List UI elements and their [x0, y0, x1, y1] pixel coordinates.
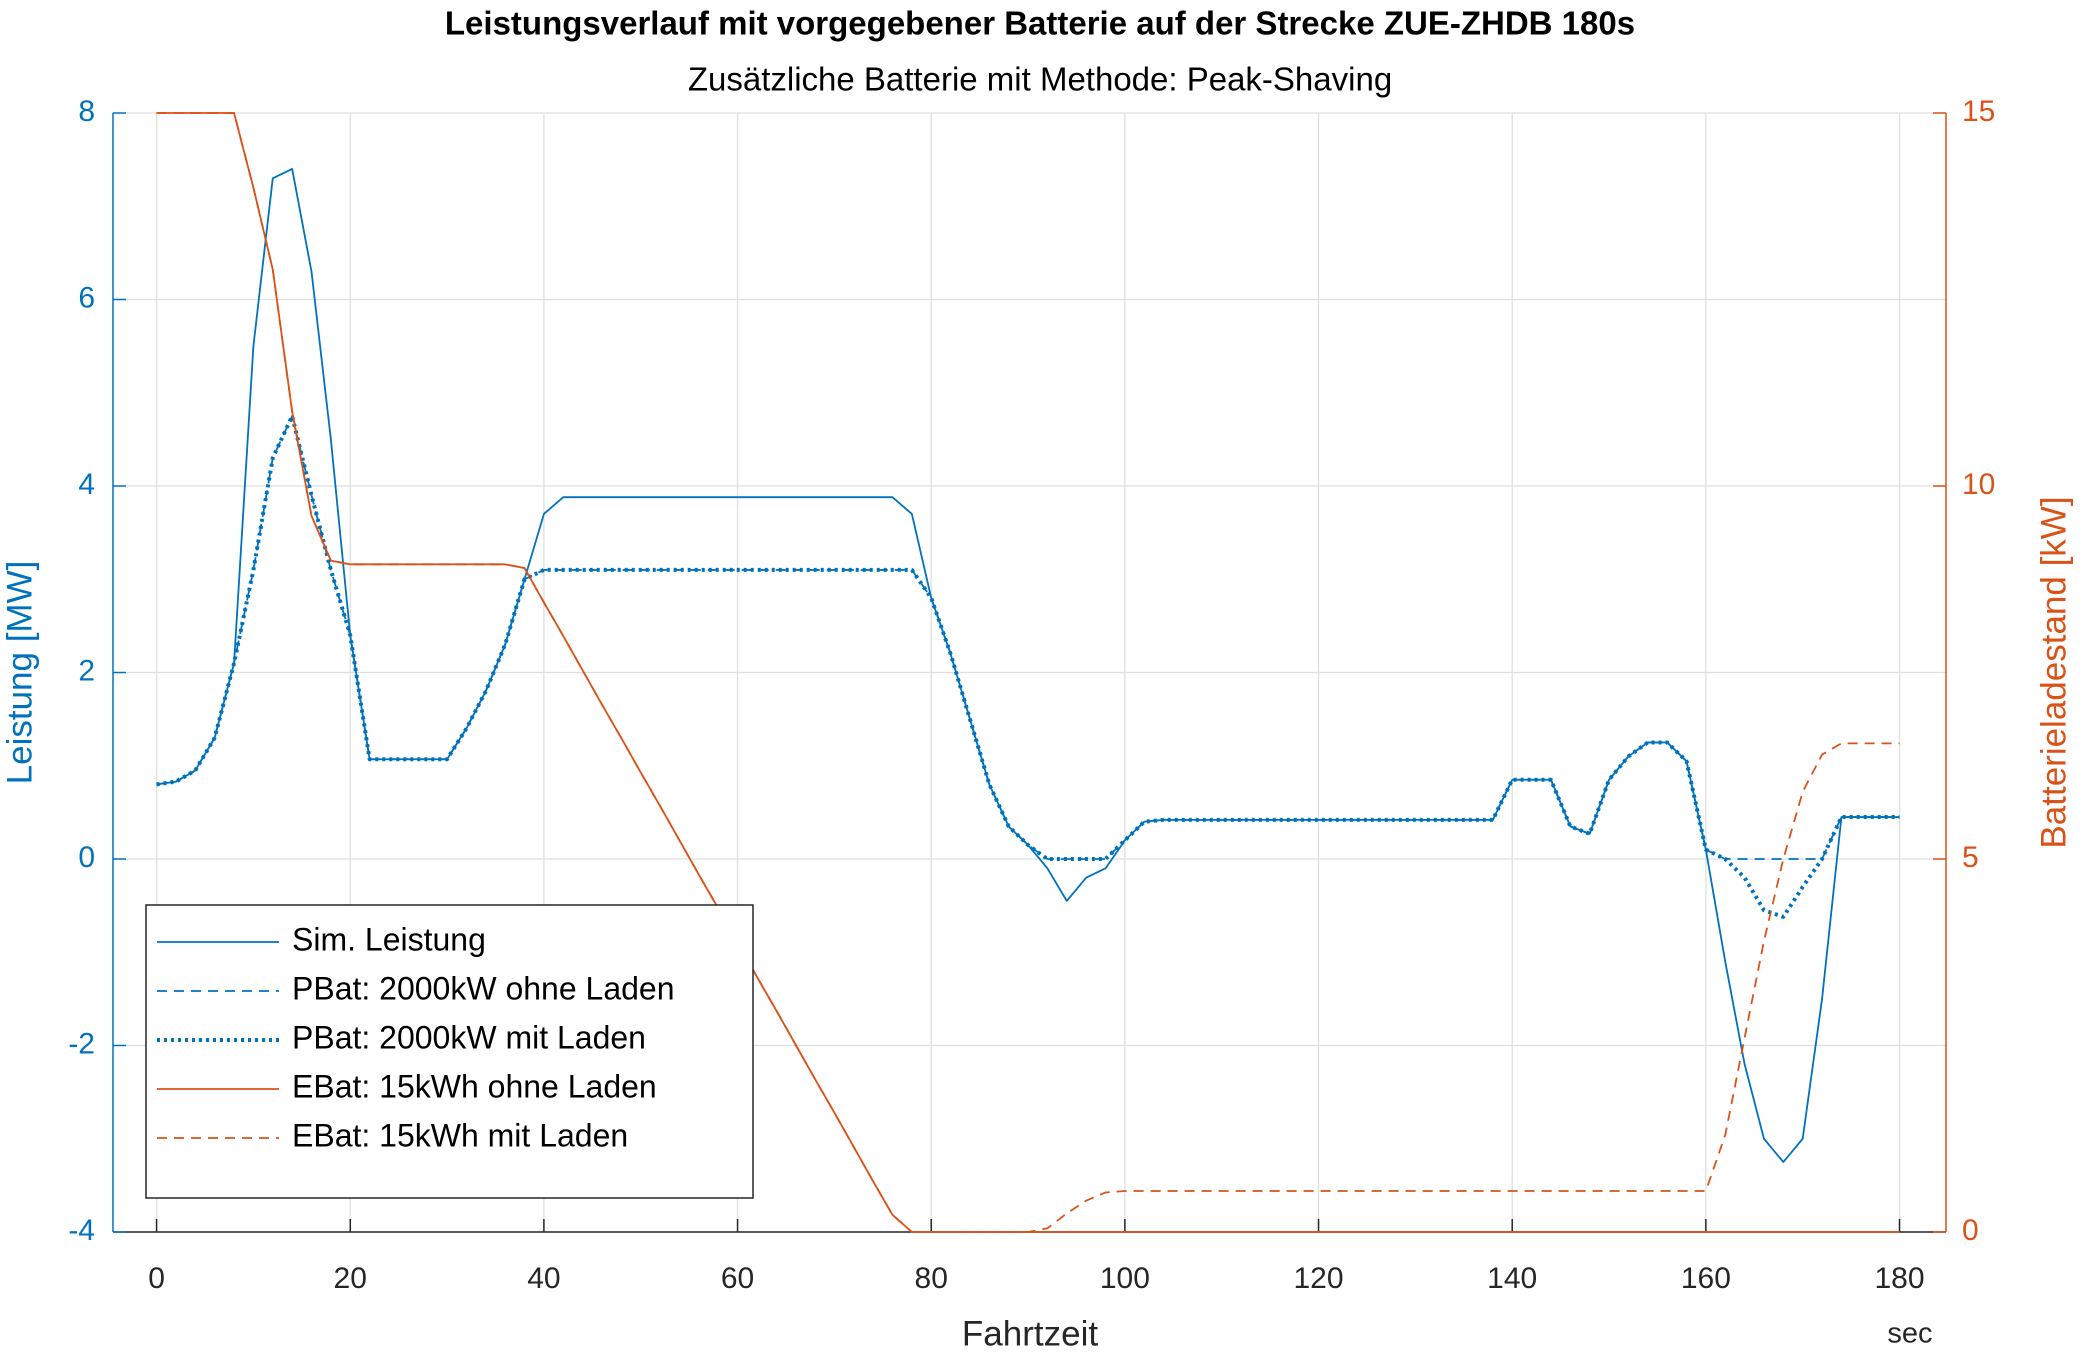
- legend-label: PBat: 2000kW mit Laden: [292, 1019, 646, 1055]
- legend-box: [145, 904, 754, 1199]
- y-tick-label: 2: [78, 654, 95, 687]
- y-axis-label: Leistung [MW]: [0, 561, 39, 785]
- y-tick-label: 8: [78, 95, 95, 128]
- y-tick-label: -4: [68, 1214, 95, 1247]
- data-line: [156, 414, 1900, 919]
- data-line: [156, 112, 1900, 1233]
- y2-tick-label: 0: [1962, 1214, 1979, 1247]
- x-tick-label: 140: [1487, 1262, 1537, 1295]
- y2-axis-label: Batterieladestand [kW]: [2034, 496, 2073, 848]
- data-line: [156, 415, 1900, 860]
- x-tick-label: 180: [1874, 1262, 1924, 1295]
- y-tick-label: 6: [78, 281, 95, 314]
- chart-title: Leistungsverlauf mit vorgegebener Batter…: [445, 5, 1635, 42]
- legend-label: PBat: 2000kW ohne Laden: [292, 970, 675, 1006]
- y2-tick-label: 5: [1962, 841, 1979, 874]
- x-tick-label: 60: [721, 1262, 754, 1295]
- y-tick-label: 0: [78, 841, 95, 874]
- x-axis-label: Fahrtzeit: [962, 1314, 1098, 1353]
- legend-label: EBat: 15kWh mit Laden: [292, 1117, 628, 1153]
- x-tick-label: 120: [1294, 1262, 1344, 1295]
- x-tick-label: 160: [1681, 1262, 1731, 1295]
- x-axis-unit: sec: [1887, 1318, 1932, 1350]
- y-tick-label: 4: [78, 468, 95, 501]
- x-tick-label: 40: [527, 1262, 560, 1295]
- x-tick-label: 80: [915, 1262, 948, 1295]
- legend-label: Sim. Leistung: [292, 921, 486, 957]
- y2-tick-label: 10: [1962, 468, 1995, 501]
- y2-tick-label: 15: [1962, 95, 1995, 128]
- legend-label: EBat: 15kWh ohne Laden: [292, 1068, 657, 1104]
- x-tick-label: 100: [1100, 1262, 1150, 1295]
- x-tick-label: 0: [148, 1262, 165, 1295]
- chart-subtitle: Zusätzliche Batterie mit Methode: Peak-S…: [688, 61, 1392, 98]
- x-tick-label: 20: [334, 1262, 367, 1295]
- y-tick-label: -2: [68, 1027, 95, 1060]
